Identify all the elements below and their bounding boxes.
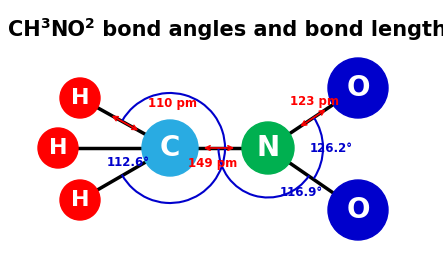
Circle shape <box>60 78 100 118</box>
Circle shape <box>242 122 294 174</box>
Text: O: O <box>346 74 370 102</box>
Circle shape <box>60 180 100 220</box>
Text: H: H <box>49 138 67 158</box>
Text: N: N <box>256 134 280 162</box>
Circle shape <box>38 128 78 168</box>
Text: 112.6°: 112.6° <box>107 155 150 168</box>
Text: H: H <box>71 88 89 108</box>
Circle shape <box>142 120 198 176</box>
Text: 110 pm: 110 pm <box>148 97 197 109</box>
Text: O: O <box>346 196 370 224</box>
Circle shape <box>328 180 388 240</box>
Text: 123 pm: 123 pm <box>290 95 339 108</box>
Text: 126.2°: 126.2° <box>310 141 353 154</box>
Text: 3: 3 <box>41 17 50 31</box>
Text: bond angles and bond lengths: bond angles and bond lengths <box>95 20 443 40</box>
Text: 116.9°: 116.9° <box>280 186 323 199</box>
Text: C: C <box>160 134 180 162</box>
Text: H: H <box>71 190 89 210</box>
Text: 149 pm: 149 pm <box>188 157 237 169</box>
Text: NO: NO <box>50 20 85 40</box>
Text: CH: CH <box>8 20 41 40</box>
Text: 2: 2 <box>85 17 95 31</box>
Circle shape <box>328 58 388 118</box>
